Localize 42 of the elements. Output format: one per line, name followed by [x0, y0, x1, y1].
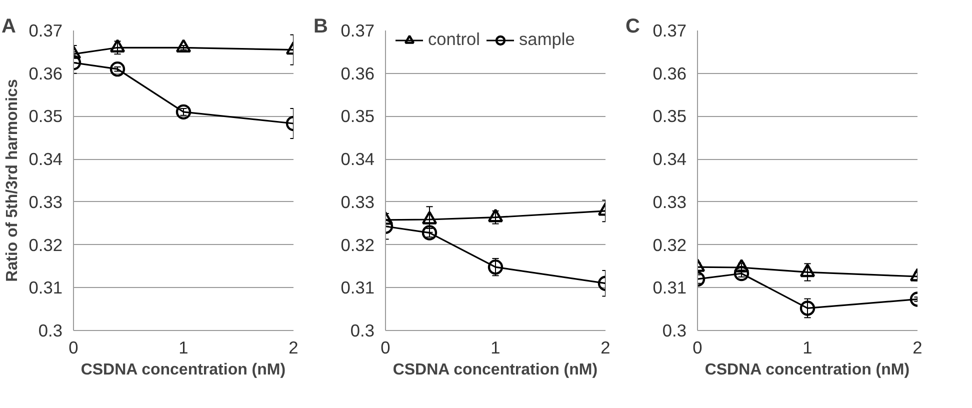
y-tick-label: 0.3 [38, 320, 63, 340]
chart-title: C [626, 16, 640, 38]
x-tick-label: 1 [802, 338, 812, 358]
x-axis-title: CSDNA concentration (nM) [392, 362, 598, 378]
legend-label: control [428, 29, 480, 50]
y-tick-label: 0.32 [28, 234, 63, 255]
y-tick-label: 0.31 [28, 278, 63, 298]
y-tick-label: 0.34 [340, 149, 375, 170]
y-tick-label: 0.35 [340, 106, 375, 126]
chart-title: A [2, 16, 16, 38]
x-tick-label: 1 [490, 338, 500, 358]
y-tick-label: 0.3 [662, 320, 687, 340]
chart-title: B [314, 16, 328, 38]
x-tick-label: 1 [178, 338, 188, 358]
x-tick-label: 0 [68, 338, 78, 358]
x-tick-label: 2 [600, 338, 610, 358]
y-tick-label: 0.37 [28, 20, 63, 40]
x-axis-title: CSDNA concentration (nM) [80, 362, 286, 378]
x-tick-label: 2 [912, 338, 922, 358]
y-tick-label: 0.34 [652, 149, 687, 170]
y-tick-label: 0.3 [350, 320, 375, 340]
y-tick-label: 0.31 [652, 278, 687, 298]
y-tick-label: 0.32 [340, 234, 375, 255]
y-tick-label: 0.34 [28, 149, 63, 170]
y-tick-label: 0.36 [652, 63, 687, 84]
x-axis-title: CSDNA concentration (nM) [704, 362, 910, 378]
y-tick-label: 0.33 [28, 192, 63, 212]
y-tick-label: 0.36 [28, 63, 63, 84]
y-tick-label: 0.37 [340, 20, 375, 40]
y-tick-label: 0.31 [340, 278, 375, 298]
y-axis-title: Ratio of 5th/3rd harmonics [4, 79, 21, 282]
x-tick-label: 2 [288, 338, 298, 358]
x-tick-label: 0 [380, 338, 390, 358]
y-tick-label: 0.33 [340, 192, 375, 212]
y-tick-label: 0.37 [652, 20, 687, 40]
legend-label: sample [519, 29, 575, 50]
y-tick-label: 0.35 [28, 106, 63, 126]
y-tick-label: 0.33 [652, 192, 687, 212]
x-tick-label: 0 [692, 338, 702, 358]
y-tick-label: 0.35 [652, 106, 687, 126]
y-tick-label: 0.36 [340, 63, 375, 84]
y-tick-label: 0.32 [652, 234, 687, 255]
